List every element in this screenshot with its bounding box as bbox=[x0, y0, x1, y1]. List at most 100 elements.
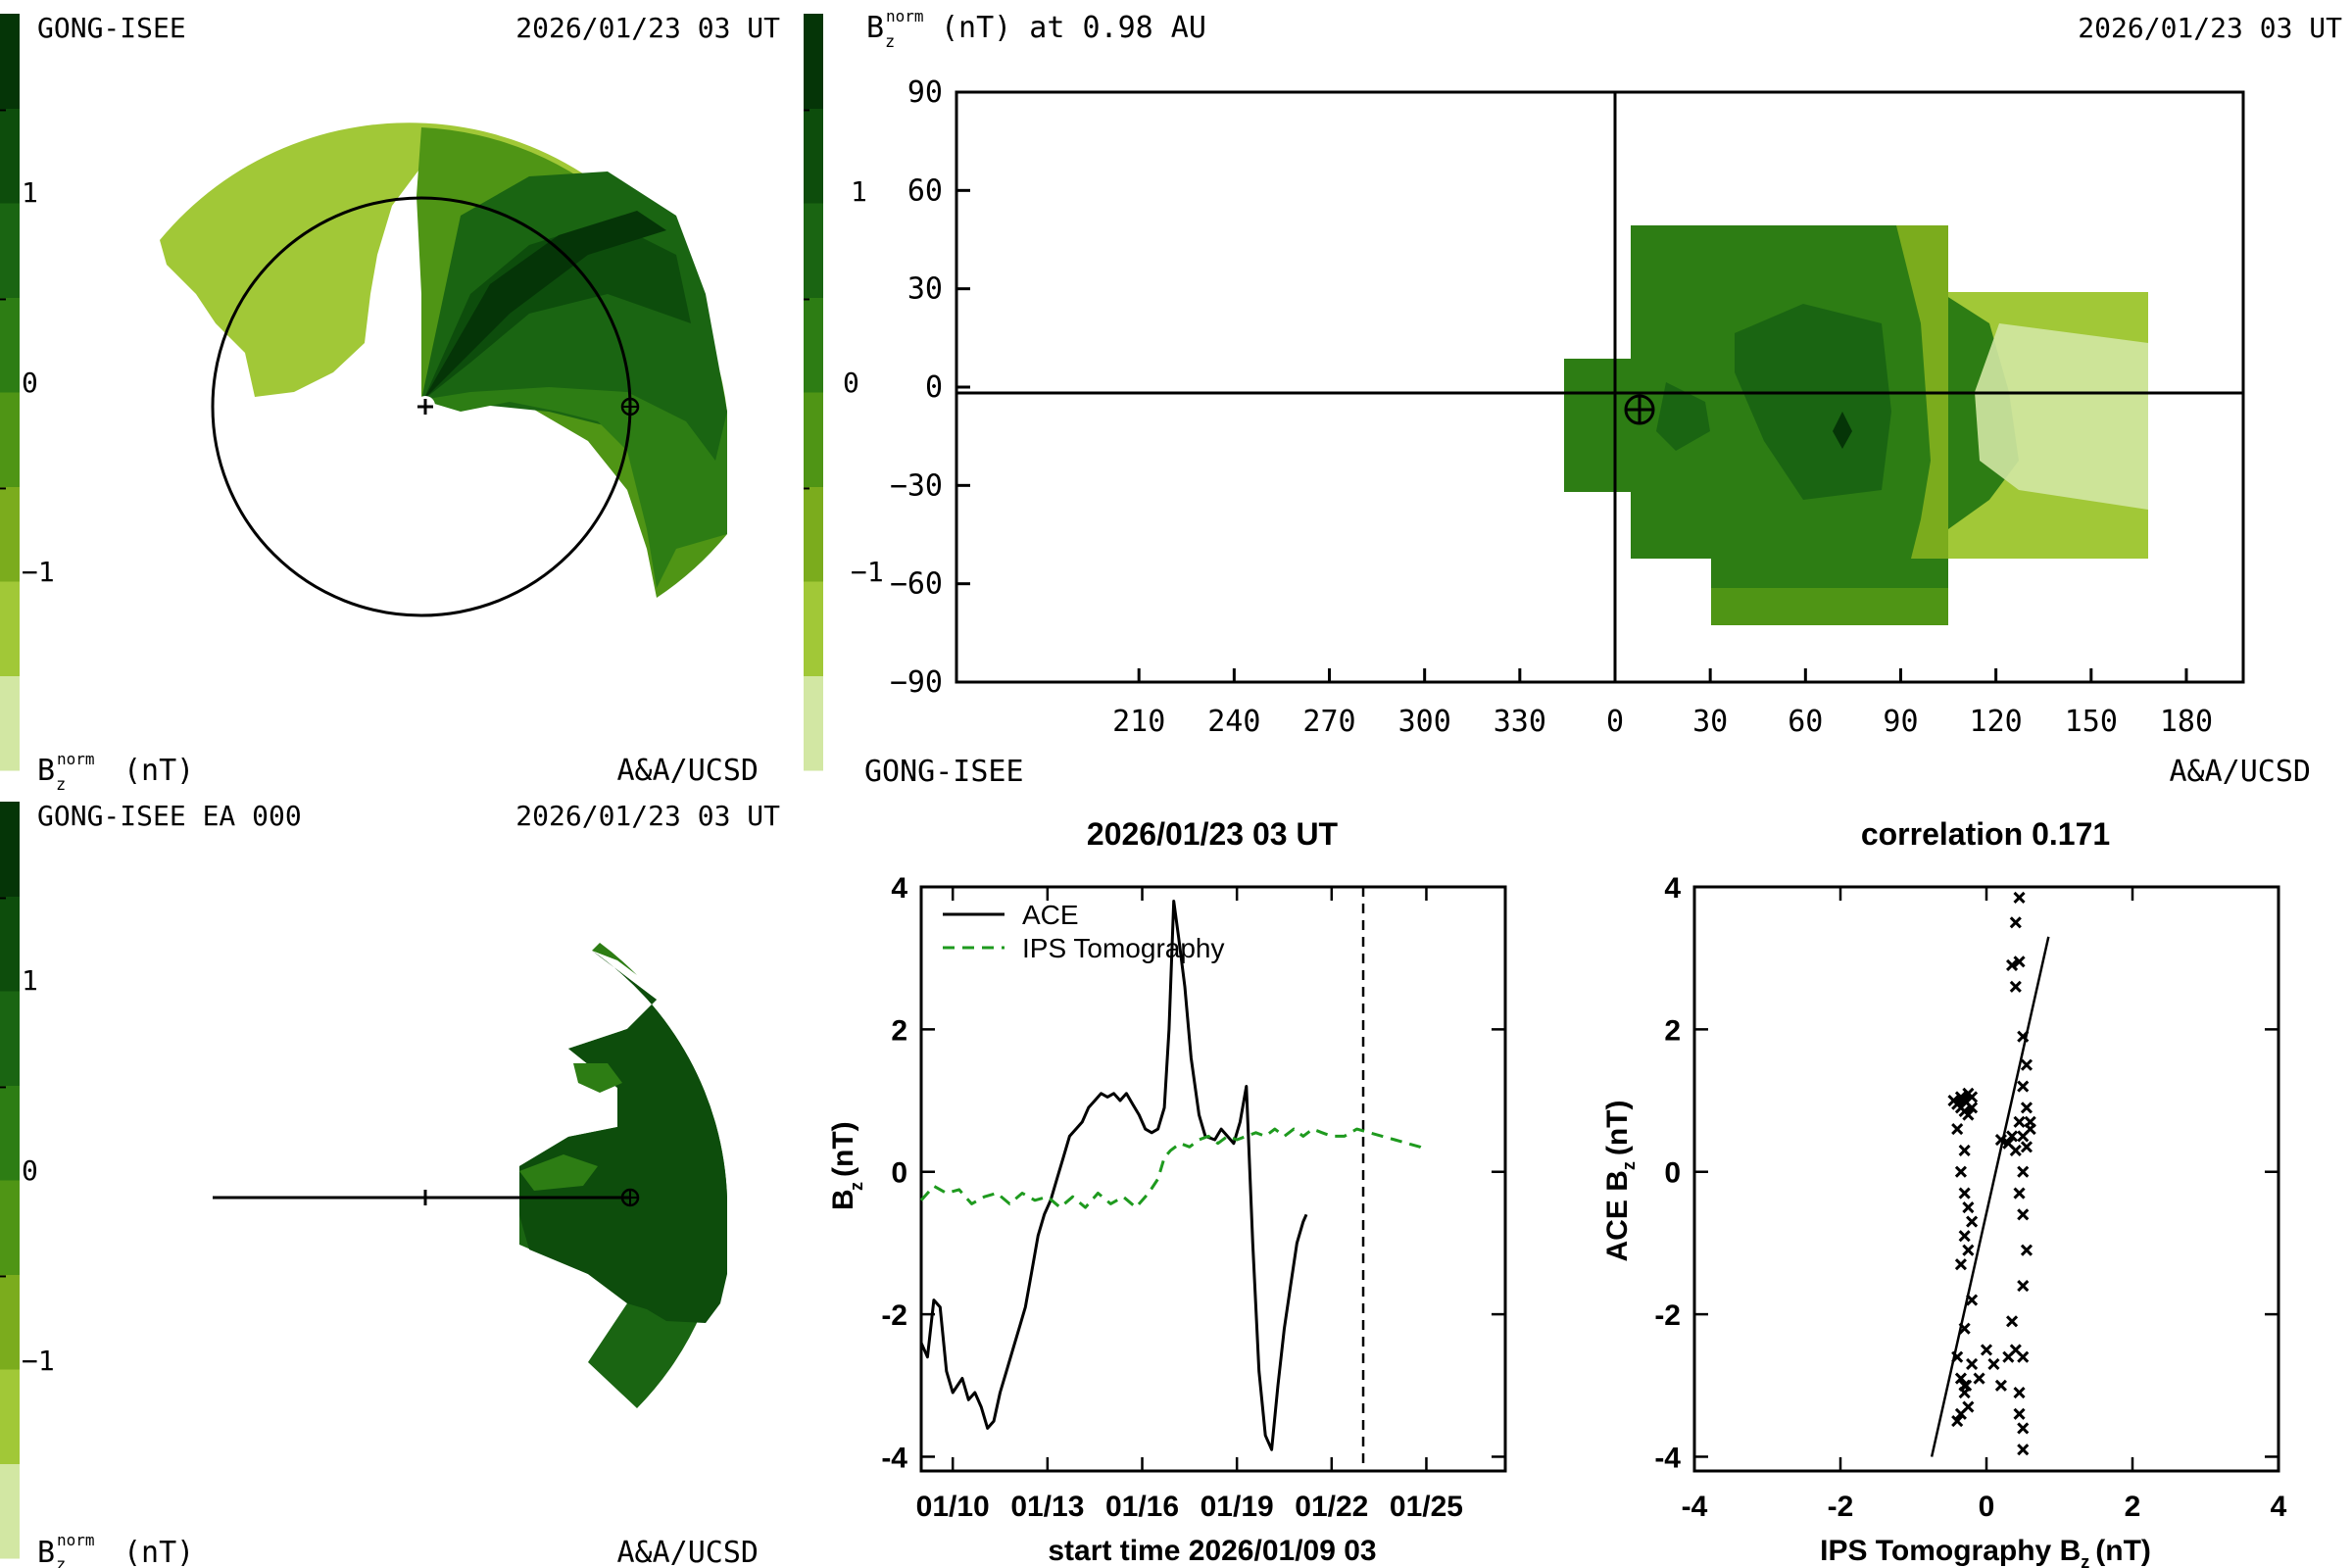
sc-point-stroke bbox=[1960, 1379, 1973, 1392]
sc-point-stroke bbox=[2017, 1208, 2030, 1221]
scatter-xlabel: IPS Tomography Bz (nT) bbox=[1820, 1535, 2151, 1568]
sc-point-stroke bbox=[1954, 1258, 1967, 1271]
sc-point-stroke bbox=[2002, 1137, 2015, 1150]
sc-point bbox=[1980, 1344, 1993, 1356]
map-yticks: 90 60 30 0 −30 −60 −90 bbox=[890, 75, 970, 700]
cbar2-band bbox=[804, 297, 823, 393]
meridional-map bbox=[213, 943, 727, 1408]
sc-point-stroke bbox=[1958, 1230, 1971, 1243]
sc-point-stroke bbox=[1951, 1123, 1964, 1136]
sc-point bbox=[1951, 1123, 1964, 1136]
sc-point-stroke bbox=[2013, 956, 2026, 968]
cbar1-tick-1: 1 bbox=[22, 176, 38, 209]
meridional-contour-darker bbox=[519, 951, 727, 1323]
cbar1-band bbox=[0, 392, 20, 487]
panel-top-right-credit: A&A/UCSD bbox=[2170, 755, 2312, 789]
map-ytick-label: −60 bbox=[890, 567, 943, 602]
sc-point-stroke bbox=[2013, 1386, 2026, 1399]
svg-text:(nT) at 0.98 AU: (nT) at 0.98 AU bbox=[941, 11, 1206, 45]
sc-point bbox=[1951, 1415, 1964, 1428]
sc-point bbox=[2017, 1165, 2030, 1178]
sc-point-stroke bbox=[2009, 980, 2022, 993]
sc-point-stroke bbox=[1962, 1108, 1975, 1121]
meridional-contour-edge bbox=[592, 943, 637, 975]
cbar1-band bbox=[0, 108, 20, 204]
sc-point bbox=[2020, 1141, 2034, 1153]
sc-point bbox=[1954, 1258, 1967, 1271]
svg-text:z: z bbox=[847, 1182, 866, 1191]
sc-point-stroke bbox=[2020, 1244, 2034, 1256]
sc-point-stroke bbox=[1947, 1094, 1960, 1107]
contour-light bbox=[160, 122, 689, 397]
sc-point-stroke bbox=[2017, 1279, 2030, 1293]
map-xtick-label: 60 bbox=[1788, 705, 1823, 739]
sc-point bbox=[1994, 1133, 2007, 1147]
ts-ytick-label: 4 bbox=[891, 872, 907, 905]
sc-point bbox=[1994, 1379, 2007, 1392]
sc-point-stroke bbox=[1966, 1215, 1979, 1228]
svg-text:IPS Tomography Bz(nT): IPS Tomography Bz (nT) bbox=[1820, 1535, 2151, 1568]
panel-top-right-title: B z norm (nT) at 0.98 AU bbox=[866, 7, 1206, 52]
cbar3-band bbox=[0, 991, 20, 1086]
cbar3-tick-1: 1 bbox=[22, 964, 38, 997]
scatter-ticks: -4 -2 0 2 4 4 2 0 -2 -4 bbox=[1654, 872, 2286, 1523]
cbar2-band bbox=[804, 486, 823, 582]
sc-ytick-label: -4 bbox=[1654, 1442, 1681, 1474]
timeseries-xlabel: start time 2026/01/09 03 bbox=[1048, 1535, 1376, 1567]
sc-point bbox=[2009, 916, 2022, 929]
cbar3-band bbox=[0, 1463, 20, 1559]
sc-point bbox=[2013, 1187, 2026, 1200]
ts-xtick-label: 01/25 bbox=[1390, 1491, 1463, 1523]
svg-text:norm: norm bbox=[886, 7, 924, 25]
sc-point bbox=[1966, 1357, 1979, 1371]
cbar3-band bbox=[0, 1180, 20, 1275]
svg-text:ACE Bz(nT): ACE Bz(nT) bbox=[1601, 1101, 1639, 1262]
sc-point bbox=[1958, 1144, 1971, 1156]
cbar2-band bbox=[804, 581, 823, 676]
contour-darker bbox=[423, 220, 691, 400]
ts-xtick-label: 01/19 bbox=[1200, 1491, 1274, 1523]
ts-xtick-label: 01/13 bbox=[1010, 1491, 1084, 1523]
sc-point-stroke bbox=[1962, 1087, 1975, 1100]
earth-crosshair-icon bbox=[1624, 394, 1655, 425]
sc-xtick-label: -4 bbox=[1682, 1491, 1708, 1523]
meridional-contour-patch2 bbox=[519, 1154, 598, 1191]
sc-point-stroke bbox=[2017, 1030, 2030, 1043]
ts-series-ips bbox=[919, 1127, 1428, 1209]
sc-point bbox=[2017, 1422, 2030, 1435]
sc-point-stroke bbox=[2017, 1422, 2030, 1435]
sc-point bbox=[2020, 1244, 2034, 1256]
sc-point bbox=[2013, 891, 2026, 904]
sc-point bbox=[1962, 1108, 1975, 1121]
scatter-frame bbox=[1692, 885, 2280, 1473]
sc-point-stroke bbox=[1951, 1415, 1964, 1428]
sc-xtick-label: 4 bbox=[2271, 1491, 2287, 1523]
svg-text:B: B bbox=[866, 11, 884, 45]
ts-xtick-label: 01/22 bbox=[1295, 1491, 1368, 1523]
ts-series-ace bbox=[919, 900, 1308, 1451]
svg-text:B: B bbox=[37, 1536, 55, 1568]
sc-point bbox=[1966, 1215, 1979, 1228]
cbar2-band bbox=[804, 14, 823, 109]
svg-text:norm: norm bbox=[57, 1531, 95, 1549]
sc-point-stroke bbox=[1966, 1102, 1979, 1114]
cbar1-band bbox=[0, 581, 20, 676]
timeseries-ticks: 01/10 01/13 01/16 01/19 01/22 01/25 4 2 0 -2 -4 bbox=[881, 872, 1505, 1523]
meridional-contour-patch bbox=[573, 1063, 622, 1093]
ts-xtick-label: 01/10 bbox=[916, 1491, 990, 1523]
cbar1-tick-m1: −1 bbox=[22, 556, 55, 588]
map-ytick-label: 60 bbox=[907, 173, 943, 208]
sc-point-stroke bbox=[1980, 1344, 1993, 1356]
cbar3-band bbox=[0, 896, 20, 992]
sc-fit-line bbox=[1930, 936, 2050, 1457]
map-region-mid-light bbox=[1896, 225, 1948, 559]
timeseries-title: 2026/01/23 03 UT bbox=[1087, 816, 1339, 852]
panel-top-right-source: GONG-ISEE bbox=[864, 755, 1024, 789]
svg-text:z: z bbox=[56, 1555, 66, 1568]
panel-bottom-left-datetime: 2026/01/23 03 UT bbox=[515, 800, 780, 832]
sc-point bbox=[1973, 1372, 1985, 1385]
scatter-ylabel: ACE Bz(nT) bbox=[1601, 1101, 1639, 1262]
earth-crosshair-icon bbox=[620, 397, 640, 416]
timeseries-frame bbox=[919, 885, 1507, 1473]
